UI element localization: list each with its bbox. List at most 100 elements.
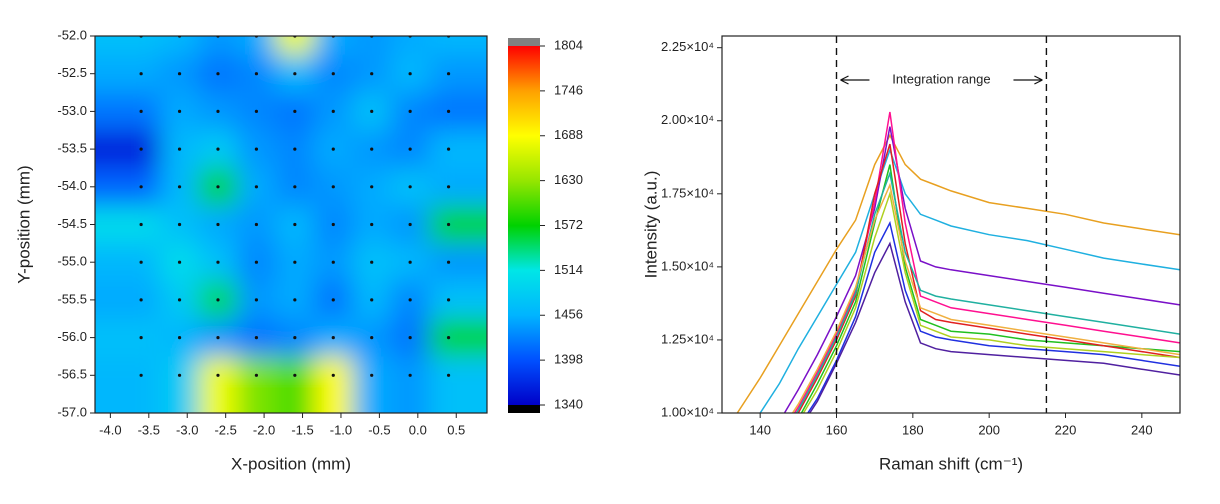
colorbar-tick-label: 1804 [554,37,583,52]
sample-point [331,373,335,377]
y-tick-label: -55.5 [57,291,87,306]
heat-cell [314,36,354,56]
y-tick-label: 2.25×10⁴ [661,39,714,54]
colorbar-tick-label: 1746 [554,82,583,97]
spectrum-line [736,133,1180,413]
sample-point [370,336,374,340]
x-tick-label: -1.0 [330,422,352,437]
sample-point [177,222,182,227]
plot-frame [721,35,1181,414]
heat-cell [314,356,354,413]
x-axis-label: X-position (mm) [231,454,351,473]
spectrum-line [783,126,1180,413]
sample-point [446,298,451,302]
sample-point [370,185,374,189]
heat-cell [95,54,162,94]
colorbar-tick-label: 1630 [554,172,583,187]
heat-cell [95,318,162,358]
y-tick-label: -57.0 [57,404,87,419]
y-axis-label: Intensity (a.u.) [641,171,660,279]
sample-point [254,147,259,151]
x-tick-label: 240 [1131,422,1153,437]
arrow [1013,75,1043,85]
sample-point [139,109,143,113]
sample-point [139,260,143,264]
sample-point [254,373,259,377]
y-tick-label: 1.50×10⁴ [661,258,714,273]
colorbar [508,46,540,405]
sample-point [293,222,297,227]
sample-point [446,222,451,227]
sample-point [370,147,374,151]
sample-point [408,72,412,76]
heat-cell [429,318,487,358]
y-tick-label: -56.0 [57,329,87,344]
spectrum-line [800,164,1180,413]
sample-point [331,109,335,113]
heat-cell [160,36,200,56]
sample-point [139,222,143,227]
heat-cell [275,36,316,56]
sample-point [216,109,220,113]
sample-point [446,260,451,264]
sample-point [408,260,412,264]
sample-point [139,147,143,151]
sample-point [139,185,143,189]
sample-point [216,336,220,340]
sample-point [408,336,412,340]
heat-cell [352,36,392,56]
y-tick-label: 2.00×10⁴ [661,112,714,127]
heatmap-clip [95,36,487,413]
sample-point [216,260,220,264]
sample-point [446,185,451,189]
heat-cell [95,356,162,413]
sample-point [254,185,259,189]
x-tick-label: 200 [978,422,1000,437]
sample-point [293,147,297,151]
sample-point [254,336,259,340]
colorbar-tick-label: 1572 [554,217,583,232]
x-tick-label: -2.5 [214,422,236,437]
heat-cell [198,36,239,56]
y-tick-label: -55.0 [57,254,87,269]
heat-cell [429,92,487,132]
x-tick-label: -2.0 [253,422,275,437]
sample-point [177,373,182,377]
sample-point [216,185,220,189]
spectrum-line [795,170,1180,413]
x-tick-label: 220 [1055,422,1077,437]
heat-cell [95,130,162,169]
sample-point [446,373,451,377]
y-tick-label: -53.0 [57,103,87,118]
sample-point [446,147,451,151]
x-tick-label: -0.5 [368,422,390,437]
colorbar-tick-label: 1456 [554,307,583,322]
heat-cell [429,356,487,413]
x-tick-label: 140 [749,422,771,437]
sample-point [177,147,182,151]
sample-point [331,260,335,264]
x-tick-label: 0.0 [409,422,427,437]
heatmap [95,36,487,413]
sample-point [177,298,182,302]
heat-cell [95,205,162,245]
sample-point [408,222,412,227]
sample-point [177,185,182,189]
y-tick-label: -52.5 [57,65,87,80]
sample-point [370,260,374,264]
sample-point [370,72,374,76]
sample-point [331,185,335,189]
x-tick-label: 160 [826,422,848,437]
sample-point [293,109,297,113]
y-tick-label: 1.75×10⁴ [661,185,714,200]
spectrum-line [806,220,1180,413]
sample-point [216,147,220,151]
sample-point [331,72,335,76]
sample-point [139,336,143,340]
colorbar-under [508,405,540,413]
arrow [840,75,870,85]
x-tick-label: -4.0 [99,422,121,437]
sample-point [139,72,143,76]
colorbar-tick-label: 1340 [554,396,583,411]
